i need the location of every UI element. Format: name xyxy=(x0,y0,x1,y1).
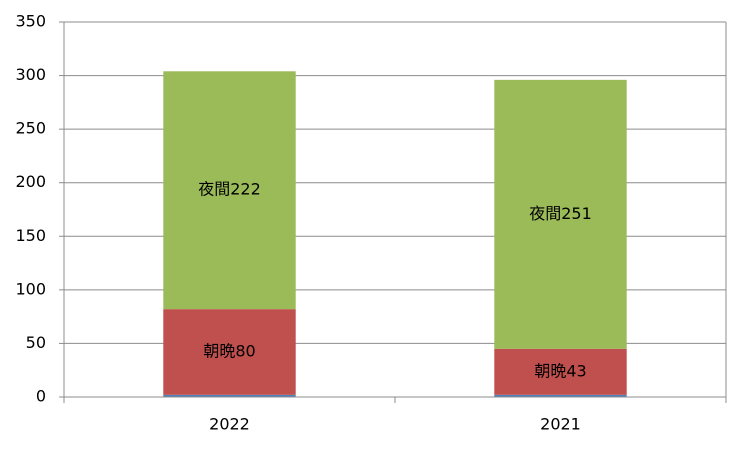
x-tick-label: 2021 xyxy=(540,415,581,434)
data-label: 夜間222 xyxy=(198,180,261,199)
y-tick-label: 100 xyxy=(15,279,46,298)
y-tick-label: 200 xyxy=(15,172,46,191)
y-tick-label: 350 xyxy=(15,12,46,31)
y-tick-label: 250 xyxy=(15,119,46,138)
bar-segment xyxy=(163,309,296,395)
bar-segment xyxy=(494,79,627,349)
x-tick-label: 2022 xyxy=(209,415,250,434)
y-tick-label: 50 xyxy=(26,333,46,352)
y-tick-label: 0 xyxy=(36,387,46,406)
y-tick-label: 300 xyxy=(15,65,46,84)
y-tick-label: 150 xyxy=(15,226,46,245)
bar-segment xyxy=(494,348,627,395)
bar-segment xyxy=(163,394,296,397)
data-label: 夜間251 xyxy=(529,204,592,223)
data-label: 朝晩43 xyxy=(534,361,586,380)
bar-segment xyxy=(163,71,296,310)
data-label: 朝晩80 xyxy=(203,342,255,361)
bar-segment xyxy=(494,394,627,397)
